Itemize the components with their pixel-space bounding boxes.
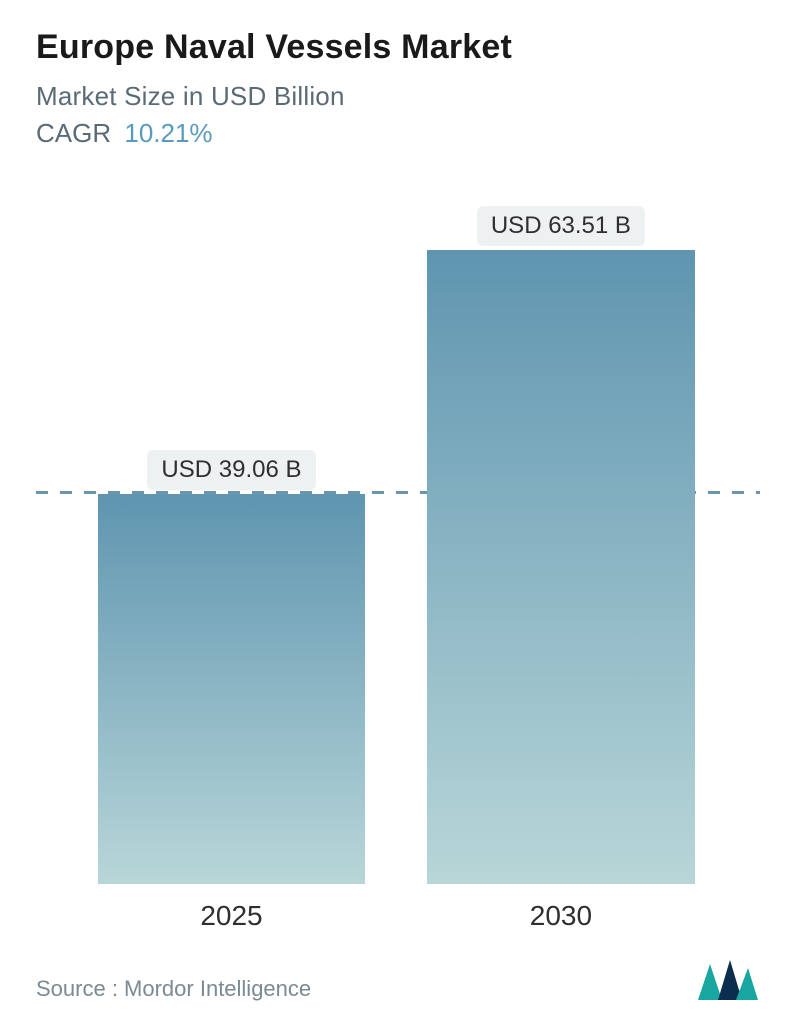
chart-container: Europe Naval Vessels Market Market Size …: [0, 0, 796, 1034]
logo-shape-left: [698, 964, 722, 1000]
bar-2025: USD 39.06 B: [98, 494, 366, 884]
cagr-value: 10.21%: [124, 118, 212, 148]
value-label-2030: USD 63.51 B: [477, 206, 645, 246]
chart-title: Europe Naval Vessels Market: [36, 28, 760, 67]
chart-footer: Source : Mordor Intelligence: [36, 958, 760, 1002]
value-label-2025: USD 39.06 B: [147, 450, 315, 490]
bar-2030: USD 63.51 B: [427, 250, 695, 884]
chart-plot-area: USD 39.06 B2025USD 63.51 B2030: [36, 185, 760, 884]
chart-subtitle: Market Size in USD Billion: [36, 81, 760, 112]
x-axis-label-2030: 2030: [530, 900, 592, 932]
source-text: Source : Mordor Intelligence: [36, 976, 311, 1002]
cagr-label: CAGR: [36, 118, 111, 148]
x-axis-label-2025: 2025: [200, 900, 262, 932]
logo-shape-right: [736, 968, 758, 1000]
brand-logo-icon: [696, 958, 760, 1002]
cagr-line: CAGR 10.21%: [36, 118, 760, 149]
